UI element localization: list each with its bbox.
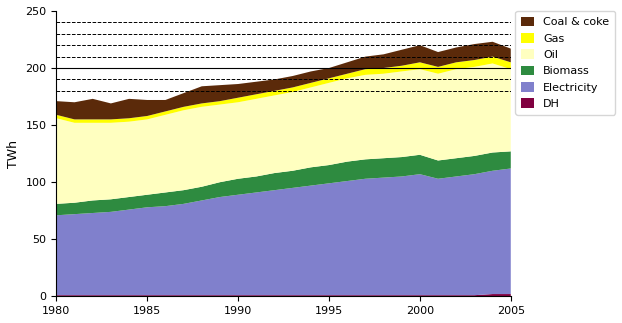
Legend: Coal & coke, Gas, Oil, Biomass, Electricity, DH: Coal & coke, Gas, Oil, Biomass, Electric… bbox=[515, 11, 615, 114]
Y-axis label: TWh: TWh bbox=[7, 140, 20, 168]
